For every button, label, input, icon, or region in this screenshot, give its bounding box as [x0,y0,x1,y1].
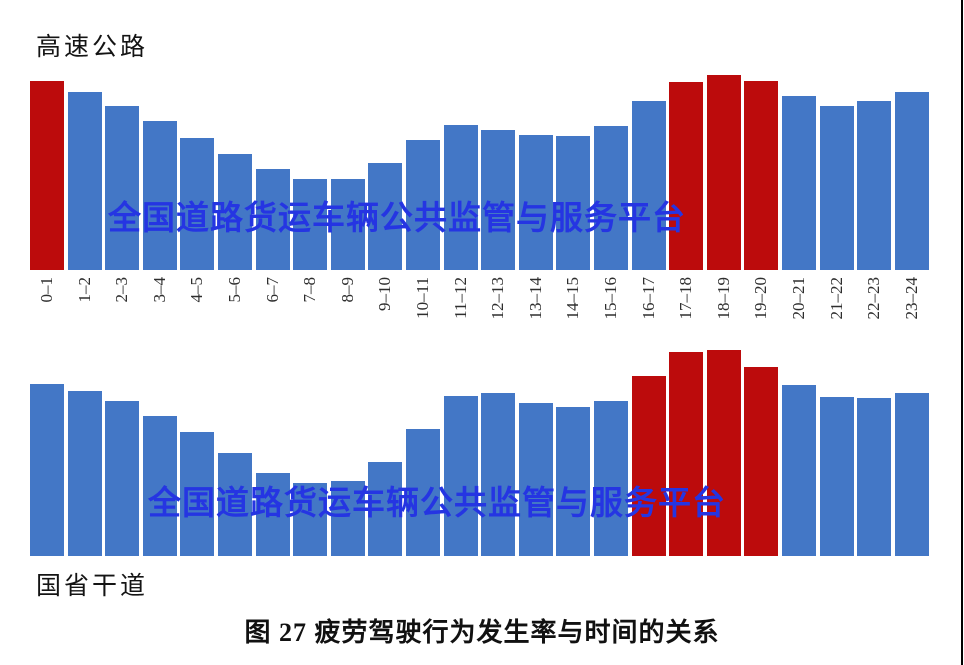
x-axis-label-0–1: 0–1 [37,277,56,303]
bar-expressway-12–13 [481,130,516,270]
bar-expressway-21–22 [819,106,854,270]
bar-national-provincial-road-16–17 [631,376,666,556]
bar-national-provincial-road-4–5 [180,432,215,556]
figure-caption: 图 27 疲劳驾驶行为发生率与时间的关系 [244,618,720,647]
bar-national-provincial-road-18–19 [706,350,741,556]
x-axis-label-8–9: 8–9 [337,277,357,303]
national-road-bar-chart [0,346,964,556]
bar-national-provincial-road-8–9 [330,481,365,556]
x-axis-label-7–8: 7–8 [300,277,320,303]
bar-expressway-9–10 [368,163,403,270]
bar-national-provincial-road-13–14 [518,403,553,556]
bar-national-provincial-road-5–6 [218,453,252,556]
chart-title-national-road: 国省干道 [36,573,149,600]
bar-expressway-18–19 [706,75,741,270]
x-axis-label-13–14: 13–14 [525,277,545,320]
x-axis-label-15–16: 15–16 [601,277,620,320]
bar-expressway-15–16 [594,126,628,270]
bar-national-provincial-road-10–11 [406,429,440,556]
x-axis-label-23–24: 23–24 [901,277,921,320]
x-axis-label-10–11: 10–11 [413,277,432,319]
bar-national-provincial-road-20–21 [782,385,816,556]
x-axis-label-20–21: 20–21 [789,277,808,320]
x-axis-label-14–15: 14–15 [563,277,583,320]
bar-expressway-7–8 [293,179,328,270]
bar-national-provincial-road-12–13 [481,393,516,556]
bar-expressway-13–14 [518,135,553,270]
x-axis-label-18–19: 18–19 [713,277,733,320]
x-axis-label-16–17: 16–17 [638,277,658,320]
bar-expressway-22–23 [857,101,892,270]
page-right-border [961,0,963,665]
bar-expressway-17–18 [669,82,704,270]
bar-national-provincial-road-15–16 [594,401,628,556]
x-axis-label-2–3: 2–3 [112,277,132,303]
bar-national-provincial-road-0–1 [30,384,64,556]
watermark-bottom: 全国道路货运车辆公共监管与服务平台 [148,486,726,522]
bar-expressway-1–2 [67,92,102,270]
x-axis-label-12–13: 12–13 [488,277,508,320]
bar-national-provincial-road-11–12 [443,396,478,556]
expressway-bar-chart [0,70,964,270]
bar-expressway-20–21 [782,96,816,270]
x-axis-label-21–22: 21–22 [826,277,846,320]
bar-expressway-19–20 [744,81,779,270]
chart-title-expressway: 高速公路 [36,34,149,61]
x-axis-label-1–2: 1–2 [74,277,94,303]
bar-national-provincial-road-19–20 [744,367,779,556]
x-axis-label-5–6: 5–6 [225,277,244,303]
bar-national-provincial-road-21–22 [819,397,854,556]
bar-expressway-11–12 [443,125,478,270]
hour-axis-labels: 0–1 1–2 2–3 3–4 4–5 5–6 6–7 7–8 8–9 9–10 10–11 11–1… [0,277,964,339]
bar-national-provincial-road-9–10 [368,462,403,556]
bar-national-provincial-road-22–23 [857,398,892,556]
bar-national-provincial-road-17–18 [669,352,704,556]
bar-national-provincial-road-7–8 [293,483,328,556]
x-axis-label-3–4: 3–4 [149,277,169,303]
bar-expressway-10–11 [406,140,440,270]
bar-national-provincial-road-6–7 [255,473,290,556]
x-axis-label-22–23: 22–23 [864,277,884,320]
bar-national-provincial-road-2–3 [105,401,140,556]
bar-expressway-2–3 [105,106,140,270]
watermark-top: 全国道路货运车辆公共监管与服务平台 [108,201,686,237]
bar-expressway-23–24 [894,92,929,270]
bar-national-provincial-road-14–15 [556,407,591,556]
x-axis-label-6–7: 6–7 [262,277,282,303]
bar-expressway-5–6 [218,154,252,270]
bar-expressway-14–15 [556,136,591,270]
bar-expressway-4–5 [180,138,215,270]
bar-national-provincial-road-23–24 [894,393,929,556]
bar-expressway-0–1 [30,81,64,270]
x-axis-label-17–18: 17–18 [676,277,696,320]
bar-expressway-16–17 [631,101,666,270]
x-axis-label-19–20: 19–20 [751,277,771,320]
bar-national-provincial-road-1–2 [67,391,102,556]
bar-national-provincial-road-3–4 [142,416,177,556]
bar-expressway-6–7 [255,169,290,270]
bar-expressway-3–4 [142,121,177,270]
x-axis-label-9–10: 9–10 [375,277,395,311]
bar-expressway-8–9 [330,179,365,270]
x-axis-label-11–12: 11–12 [450,277,470,319]
x-axis-label-4–5: 4–5 [187,277,207,303]
